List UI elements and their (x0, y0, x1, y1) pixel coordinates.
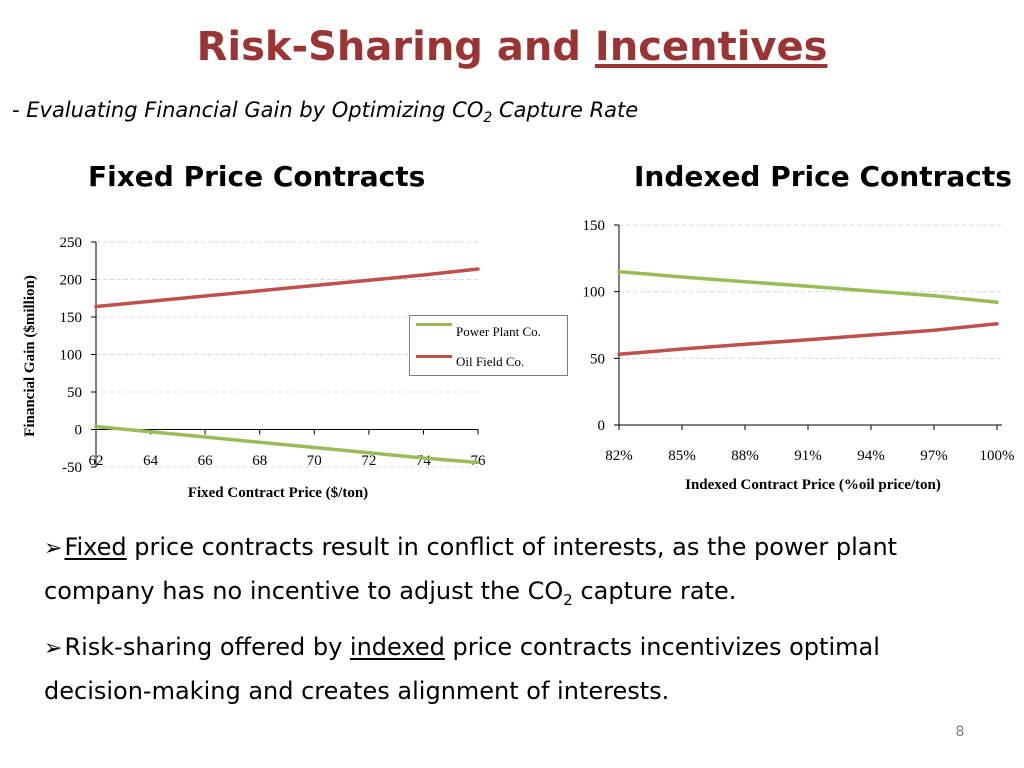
slide-title-part1: Risk-Sharing and (196, 24, 595, 70)
x-tick-label: 88% (731, 448, 759, 464)
series-line-0 (94, 424, 480, 465)
subtitle-prefix: - Evaluating Financial Gain by Optimizin… (12, 98, 484, 122)
subtitle-subscript: 2 (483, 110, 493, 126)
bullet-arrow-icon: ➢ (44, 636, 63, 661)
y-tick-label: 250 (60, 235, 83, 251)
chart-legend: Power Plant Co. Oil Field Co. (409, 315, 568, 376)
series-line-1 (617, 321, 999, 357)
x-tick-label: 70 (307, 453, 322, 469)
x-tick-label: 85% (668, 448, 696, 464)
x-tick-label: 66 (198, 453, 214, 469)
series-line-1 (94, 267, 480, 309)
bullet-indexed-prefix: Risk-sharing offered by (64, 633, 350, 661)
y-tick-label: -50 (62, 460, 82, 476)
x-tick-label: 91% (794, 448, 822, 464)
y-tick-label: 100 (60, 348, 83, 364)
series-line-0 (617, 269, 999, 305)
y-tick-label: 50 (590, 351, 605, 367)
bullet-indexed-underlined: indexed (349, 633, 445, 661)
slide-title-part2: Incentives (594, 24, 828, 70)
bullet-fixed-underlined: Fixed (64, 533, 127, 561)
legend-swatch-oil-field (416, 355, 452, 358)
bullet-indexed-text: price contracts incentivizes optimal dec… (44, 633, 880, 705)
y-tick-label: 50 (67, 385, 82, 401)
x-tick-label: 64 (143, 453, 159, 469)
y-tick-label: 0 (75, 423, 83, 439)
bullet-fixed-text: price contracts result in conflict of in… (44, 533, 898, 605)
legend-label-power-plant: Power Plant Co. (456, 324, 541, 339)
fixed-chart-heading: Fixed Price Contracts (88, 160, 426, 193)
slide-title: Risk-Sharing and Incentives (0, 24, 1024, 70)
x-tick-label: 100% (980, 448, 1015, 464)
x-axis-title: Fixed Contract Price ($/ton) (188, 485, 368, 501)
y-tick-label: 100 (583, 285, 606, 301)
slide-subtitle: - Evaluating Financial Gain by Optimizin… (12, 98, 638, 126)
legend-label-oil-field: Oil Field Co. (456, 354, 525, 369)
y-tick-label: 150 (60, 310, 83, 326)
indexed-chart-heading: Indexed Price Contracts (634, 160, 1012, 193)
x-tick-label: 82% (605, 448, 633, 464)
page-number: 8 (955, 724, 965, 740)
x-axis-title: Indexed Contract Price (%oil price/ton) (685, 477, 941, 493)
bullet-fixed-text-end: capture rate. (572, 577, 737, 605)
x-tick-label: 97% (920, 448, 948, 464)
x-tick-label: 72 (361, 453, 376, 469)
legend-swatch-power-plant (416, 323, 452, 326)
bullet-fixed: ➢Fixed price contracts result in conflic… (44, 526, 984, 621)
x-tick-label: 94% (857, 448, 885, 464)
bullet-arrow-icon: ➢ (44, 536, 63, 561)
x-tick-label: 68 (252, 453, 267, 469)
bullet-indexed: ➢Risk-sharing offered by indexed price c… (44, 626, 984, 712)
y-tick-label: 200 (60, 273, 83, 289)
y-tick-label: 150 (583, 218, 606, 234)
subtitle-suffix: Capture Rate (492, 98, 639, 122)
y-tick-label: 0 (598, 418, 606, 434)
bullet-fixed-subscript: 2 (563, 591, 573, 609)
y-axis-title: Financial Gain ($million) (22, 275, 38, 437)
x-tick-label: 62 (89, 453, 104, 469)
